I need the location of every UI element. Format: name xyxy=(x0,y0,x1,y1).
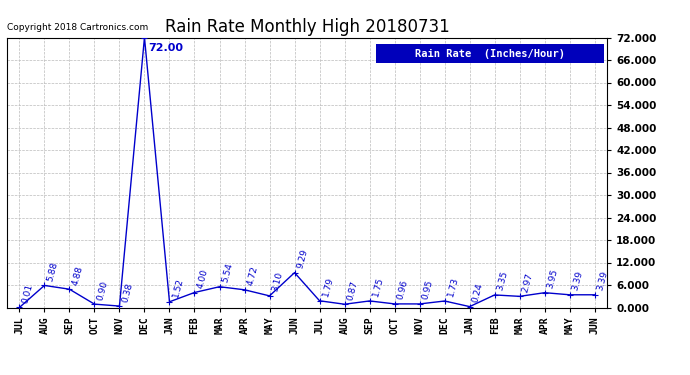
Text: 3.39: 3.39 xyxy=(571,270,585,292)
Title: Rain Rate Monthly High 20180731: Rain Rate Monthly High 20180731 xyxy=(165,18,449,36)
Text: 0.24: 0.24 xyxy=(471,282,484,304)
Text: 3.10: 3.10 xyxy=(270,271,285,293)
Text: 4.00: 4.00 xyxy=(196,268,210,290)
Text: 1.79: 1.79 xyxy=(321,276,335,298)
Text: 3.35: 3.35 xyxy=(496,270,510,292)
Text: 9.29: 9.29 xyxy=(296,248,310,270)
Text: 3.39: 3.39 xyxy=(596,270,610,292)
Text: 0.01: 0.01 xyxy=(21,283,34,304)
Text: 72.00: 72.00 xyxy=(148,43,184,53)
Text: 1.52: 1.52 xyxy=(170,277,185,299)
Text: 5.54: 5.54 xyxy=(221,262,235,284)
Text: 0.87: 0.87 xyxy=(346,279,359,301)
Text: 0.90: 0.90 xyxy=(96,279,110,301)
Text: 0.96: 0.96 xyxy=(396,279,410,301)
Text: 0.38: 0.38 xyxy=(121,281,135,303)
Text: 1.73: 1.73 xyxy=(446,276,460,298)
Text: 4.88: 4.88 xyxy=(70,264,85,286)
Text: 2.97: 2.97 xyxy=(521,272,535,293)
Text: 5.88: 5.88 xyxy=(46,261,59,282)
Text: 1.75: 1.75 xyxy=(371,276,385,298)
Text: 4.72: 4.72 xyxy=(246,265,259,287)
Text: 3.95: 3.95 xyxy=(546,268,560,290)
Text: 0.95: 0.95 xyxy=(421,279,435,301)
Text: Copyright 2018 Cartronics.com: Copyright 2018 Cartronics.com xyxy=(7,23,148,32)
